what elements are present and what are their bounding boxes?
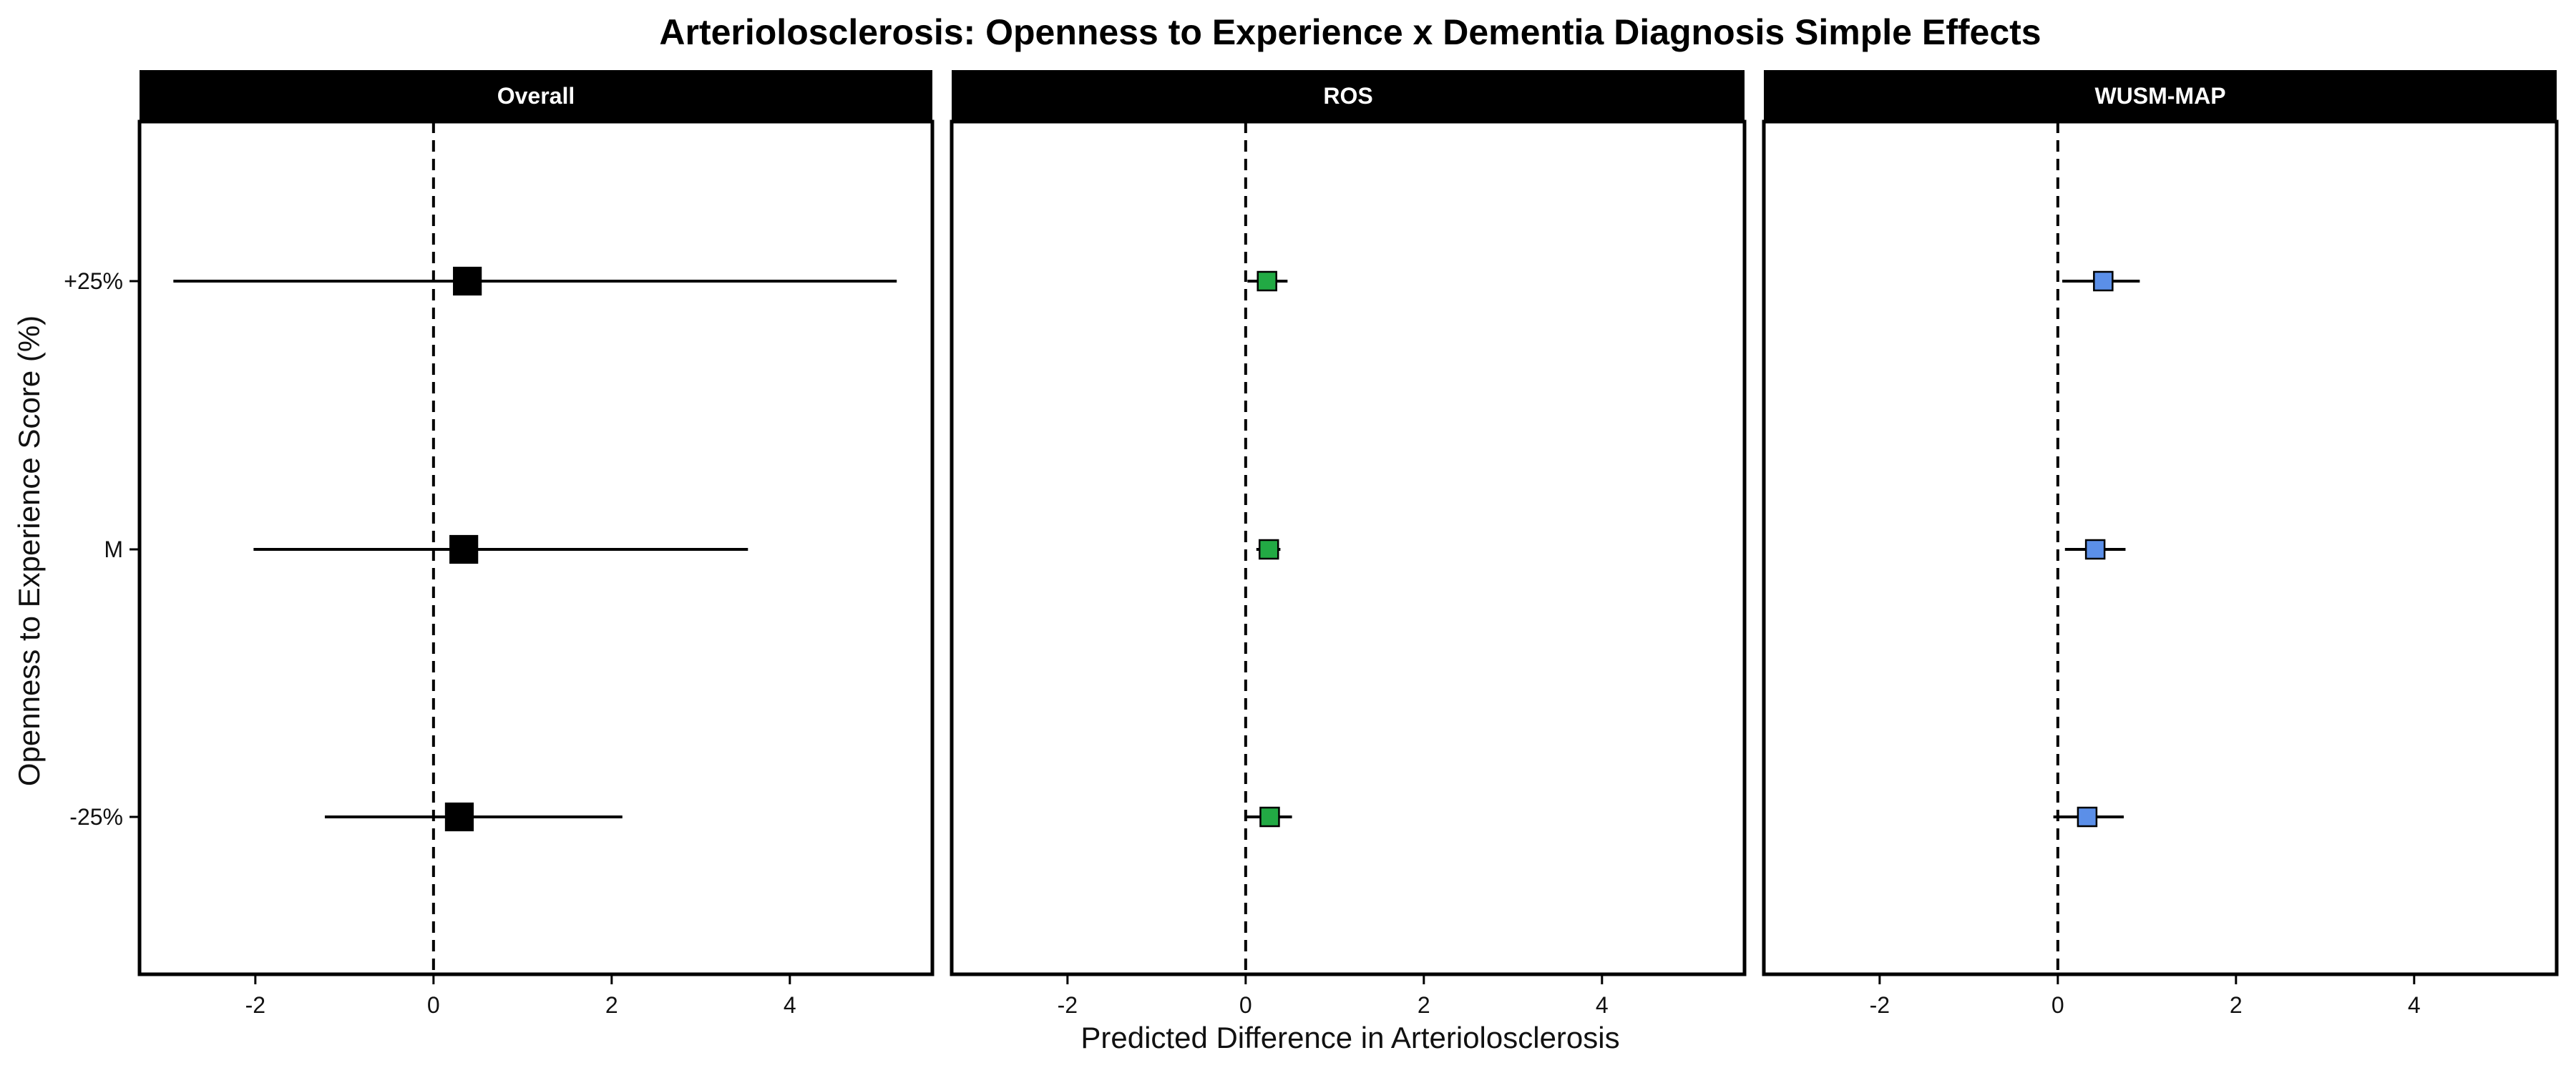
x-tick-label: 0	[427, 992, 440, 1018]
x-tick-label: -2	[1870, 992, 1890, 1018]
panel-frame	[1762, 119, 2559, 976]
panel-strip	[952, 70, 1745, 122]
point-marker-minus25pct	[1259, 806, 1280, 828]
panel-overall: Overall -2 0 2 4	[137, 70, 935, 1018]
point-marker-minus25pct	[444, 802, 474, 832]
chart-title: Arteriolosclerosis: Openness to Experien…	[659, 12, 2041, 52]
y-axis-title: Openness to Experience Score (%)	[12, 315, 46, 786]
x-tick-label: 2	[1418, 992, 1430, 1018]
point-marker-minus25pct	[2077, 806, 2098, 828]
panel-strip-label: WUSM-MAP	[2094, 83, 2225, 109]
x-tick-label: 2	[2230, 992, 2243, 1018]
x-tick-label: -2	[1058, 992, 1078, 1018]
y-tick-label: -25%	[69, 804, 123, 830]
panels-layer: Overall -2 0 2 4 ROS -2 0 2 4 WUSM-MAP -2 0 2 4	[137, 70, 2559, 1018]
y-tick-label: +25%	[64, 268, 123, 294]
point-marker-plus25pct	[453, 266, 482, 296]
point-marker-plus25pct	[2093, 270, 2114, 292]
panel-strip	[140, 70, 932, 122]
x-tick-label: 2	[605, 992, 618, 1018]
x-tick-label: 4	[784, 992, 796, 1018]
x-axis-title: Predicted Difference in Arterioloscleros…	[1080, 1021, 1619, 1054]
panel-wusm-map: WUSM-MAP -2 0 2 4	[1762, 70, 2559, 1018]
point-marker-M	[1258, 539, 1279, 560]
x-tick-label: 0	[1239, 992, 1252, 1018]
x-tick-label: 0	[2051, 992, 2064, 1018]
x-tick-label: 4	[2408, 992, 2421, 1018]
point-marker-M	[449, 534, 479, 564]
panel-strip-label: ROS	[1323, 83, 1372, 109]
point-marker-plus25pct	[1257, 270, 1277, 292]
x-tick-label: -2	[245, 992, 265, 1018]
panel-frame	[137, 119, 935, 976]
panel-strip-label: Overall	[497, 83, 575, 109]
x-tick-label: 4	[1596, 992, 1609, 1018]
panel-frame	[950, 119, 1747, 976]
y-axis: -25% M +25%	[64, 268, 140, 830]
point-marker-M	[2084, 539, 2106, 560]
panel-strip	[1764, 70, 2557, 122]
panel-ros: ROS -2 0 2 4	[950, 70, 1747, 1018]
y-tick-label: M	[104, 536, 123, 562]
